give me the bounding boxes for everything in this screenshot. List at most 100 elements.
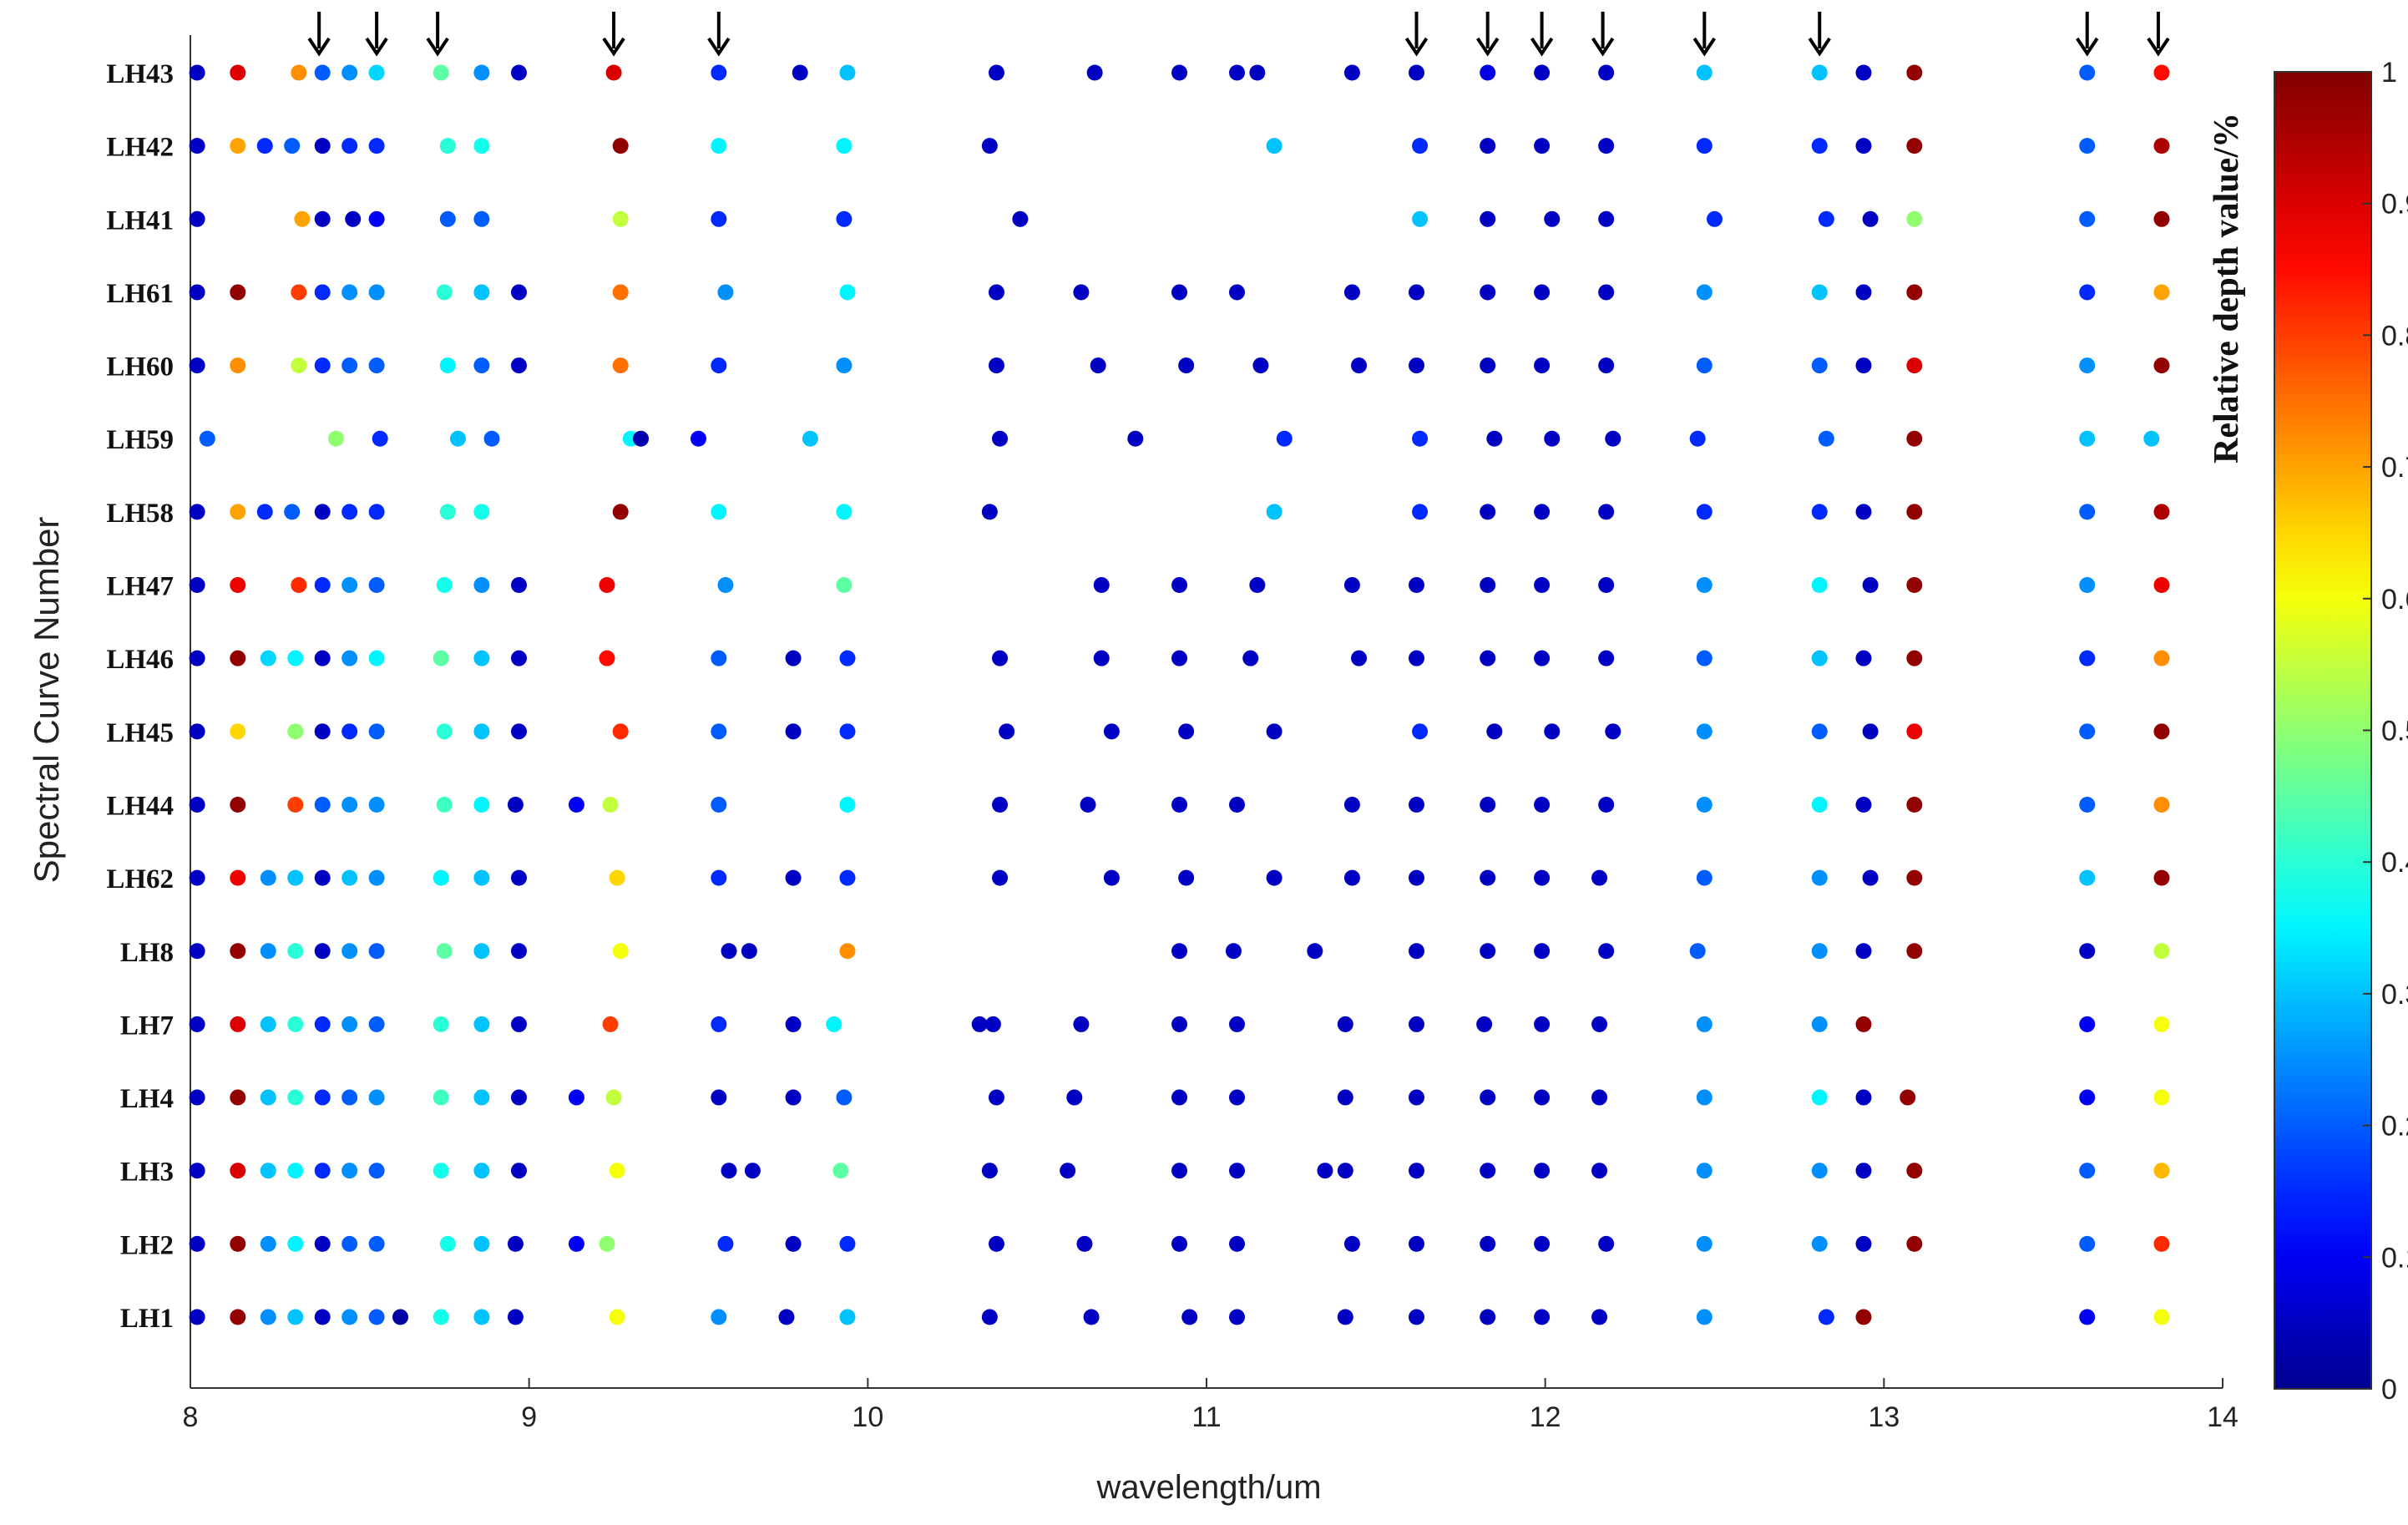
- data-point: [473, 577, 490, 594]
- data-point: [439, 138, 456, 155]
- data-point: [1906, 796, 1923, 813]
- data-point: [1229, 284, 1246, 301]
- data-point: [1171, 796, 1188, 813]
- x-axis-label: wavelength/um: [1095, 1469, 1321, 1506]
- data-point: [988, 284, 1004, 301]
- data-point: [1906, 723, 1923, 740]
- data-point: [433, 869, 449, 886]
- data-point: [2079, 64, 2096, 81]
- data-point: [1229, 796, 1246, 813]
- data-point: [1855, 504, 1872, 520]
- data-point: [1412, 138, 1429, 155]
- data-points: [189, 64, 2170, 1325]
- data-point: [832, 1163, 849, 1179]
- data-point: [1171, 1089, 1188, 1106]
- y-axis: LH43 LH42 LH41 LH61 LH60 LH59 LH58 LH47 LH46 LH45…: [106, 59, 174, 1334]
- data-point: [314, 210, 331, 227]
- colorbar-tick-label: 0.7: [2381, 452, 2408, 484]
- data-point: [2153, 504, 2170, 520]
- x-tick-label: 10: [852, 1401, 883, 1433]
- data-point: [1266, 138, 1282, 155]
- data-point: [510, 723, 527, 740]
- data-point: [612, 723, 629, 740]
- data-point: [2153, 138, 2170, 155]
- data-point: [230, 943, 246, 960]
- data-point: [2153, 357, 2170, 374]
- data-point: [341, 1309, 358, 1325]
- data-point: [1412, 504, 1429, 520]
- data-point: [1086, 64, 1103, 81]
- data-point: [1343, 284, 1360, 301]
- data-point: [1605, 723, 1621, 740]
- data-point: [744, 1163, 761, 1179]
- data-point: [1249, 64, 1266, 81]
- data-point: [1249, 577, 1266, 594]
- arrow-head: [2147, 37, 2170, 57]
- data-point: [568, 1089, 584, 1106]
- data-point: [473, 284, 490, 301]
- data-point: [1178, 357, 1195, 374]
- data-point: [1696, 1163, 1712, 1179]
- arrow-marker: [707, 12, 731, 57]
- y-tick-label: LH41: [106, 205, 174, 236]
- data-point: [510, 577, 527, 594]
- data-point: [1225, 943, 1242, 960]
- data-point: [999, 723, 1015, 740]
- data-point: [1707, 210, 1723, 227]
- data-point: [510, 64, 527, 81]
- arrow-head: [365, 37, 388, 57]
- data-point: [1591, 1016, 1608, 1032]
- data-point: [368, 650, 385, 666]
- x-tick-label: 8: [183, 1401, 199, 1433]
- data-point: [717, 1235, 734, 1252]
- data-point: [1855, 1016, 1872, 1032]
- data-point: [449, 430, 466, 447]
- plot-area: [190, 35, 2223, 1389]
- colorbar-tick-label: 0.4: [2381, 847, 2408, 879]
- data-point: [1696, 138, 1712, 155]
- data-point: [1171, 1235, 1188, 1252]
- arrow-marker: [1404, 12, 1429, 57]
- data-point: [1855, 284, 1872, 301]
- data-point: [612, 284, 629, 301]
- data-point: [1906, 138, 1923, 155]
- data-point: [189, 64, 205, 81]
- data-point: [2153, 64, 2170, 81]
- data-point: [189, 1163, 205, 1179]
- data-point: [1480, 650, 1496, 666]
- data-point: [314, 796, 331, 813]
- colorbar-tick-label: 0.3: [2381, 979, 2408, 1011]
- data-point: [230, 1309, 246, 1325]
- data-point: [2079, 1163, 2096, 1179]
- data-point: [291, 64, 307, 81]
- data-point: [483, 430, 500, 447]
- data-point: [1171, 650, 1188, 666]
- data-point: [314, 1235, 331, 1252]
- data-point: [1855, 943, 1872, 960]
- data-point: [287, 943, 304, 960]
- data-point: [836, 504, 852, 520]
- data-point: [1266, 723, 1282, 740]
- data-point: [287, 1235, 304, 1252]
- data-point: [1480, 284, 1496, 301]
- data-point: [189, 504, 205, 520]
- data-point: [839, 869, 856, 886]
- data-point: [1906, 577, 1923, 594]
- data-point: [1534, 1016, 1551, 1032]
- data-point: [433, 1309, 449, 1325]
- data-point: [433, 1016, 449, 1032]
- data-point: [314, 284, 331, 301]
- arrow-marker: [426, 12, 449, 57]
- data-point: [981, 138, 998, 155]
- data-point: [473, 210, 490, 227]
- data-point: [1171, 64, 1188, 81]
- data-point: [368, 723, 385, 740]
- data-point: [314, 1016, 331, 1032]
- data-point: [1598, 138, 1615, 155]
- data-point: [1343, 64, 1360, 81]
- data-point: [510, 1016, 527, 1032]
- data-point: [2153, 1163, 2170, 1179]
- data-point: [1534, 869, 1551, 886]
- data-point: [510, 943, 527, 960]
- data-point: [1229, 1016, 1246, 1032]
